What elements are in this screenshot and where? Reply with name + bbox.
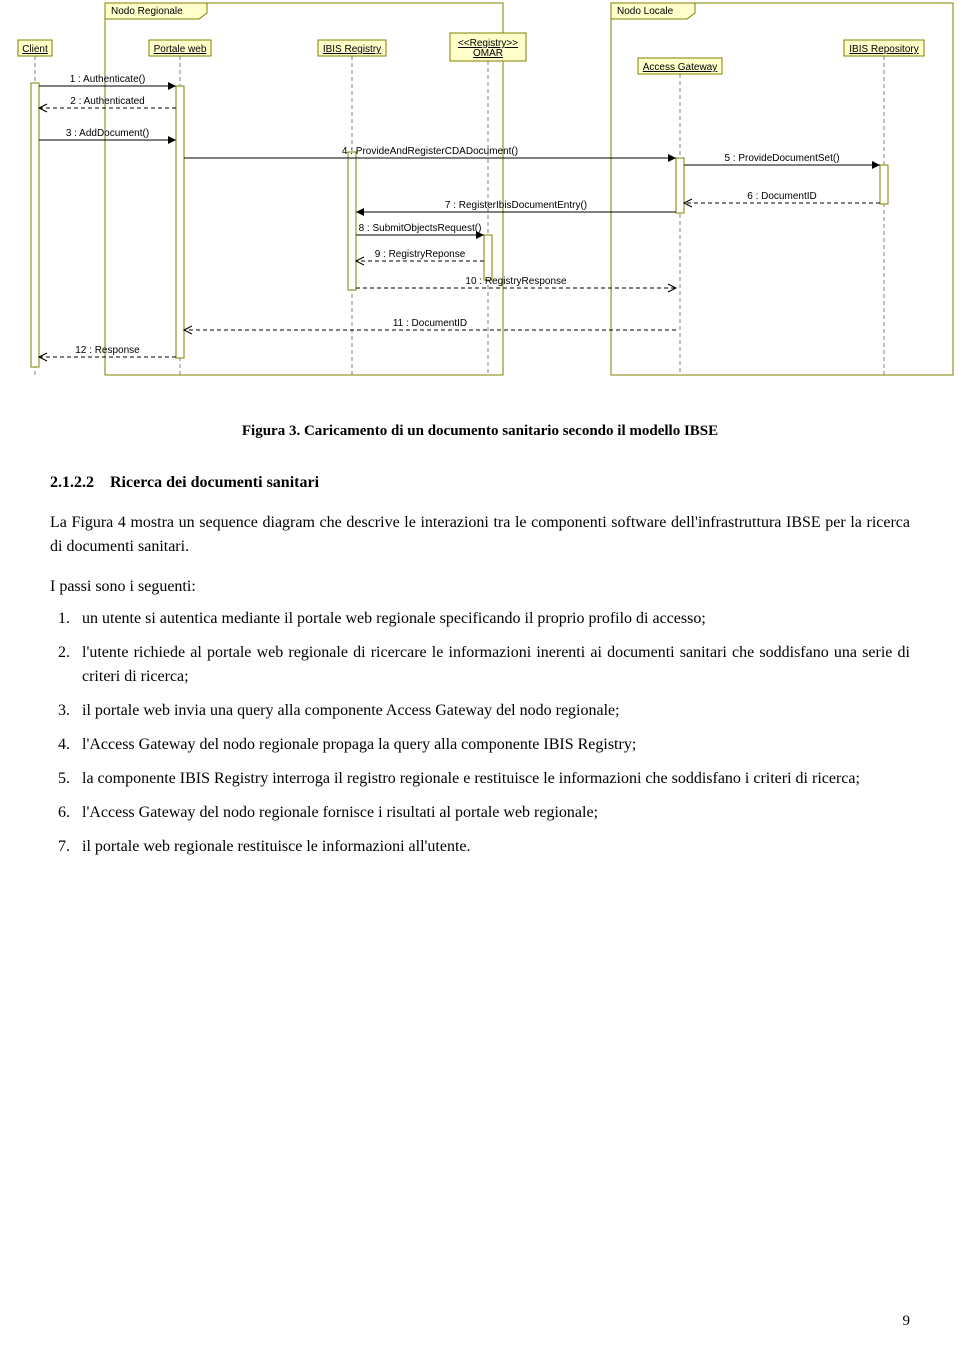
sequence-diagram: Nodo Regionale Nodo Locale Client Portale … [0,0,960,390]
svg-text:2 : Authenticated: 2 : Authenticated [70,96,145,107]
svg-text:Portale web: Portale web [154,44,207,55]
svg-text:8 : SubmitObjectsRequest(): 8 : SubmitObjectsRequest() [359,223,482,234]
list-item: la componente IBIS Registry interroga il… [74,767,910,791]
svg-text:6 : DocumentID: 6 : DocumentID [747,191,816,202]
list-item: il portale web invia una query alla comp… [74,699,910,723]
svg-text:IBIS Repository: IBIS Repository [849,44,918,55]
svg-text:OMAR: OMAR [473,48,503,59]
figure-caption: Figura 3. Caricamento di un documento sa… [50,420,910,443]
section-heading: 2.1.2.2 Ricerca dei documenti sanitari [50,471,910,495]
svg-text:Nodo Regionale: Nodo Regionale [111,6,183,17]
lead-sentence: I passi sono i seguenti: [50,575,910,599]
section-title: Ricerca dei documenti sanitari [110,474,319,491]
svg-text:10 : RegistryResponse: 10 : RegistryResponse [465,276,567,287]
steps-list: un utente si autentica mediante il porta… [74,607,910,859]
svg-text:9 : RegistryReponse: 9 : RegistryReponse [375,249,466,260]
list-item: un utente si autentica mediante il porta… [74,607,910,631]
section-number: 2.1.2.2 [50,474,94,491]
svg-text:12 : Response: 12 : Response [75,345,140,356]
svg-text:5 : ProvideDocumentSet(): 5 : ProvideDocumentSet() [724,153,839,164]
list-item: il portale web regionale restituisce le … [74,835,910,859]
document-page: Nodo Regionale Nodo Locale Client Portale … [0,0,960,1354]
uml-svg: Nodo Regionale Nodo Locale Client Portale … [0,0,960,390]
intro-paragraph: La Figura 4 mostra un sequence diagram c… [50,511,910,559]
list-item: l'utente richiede al portale web regiona… [74,641,910,689]
svg-text:Access Gateway: Access Gateway [643,62,717,73]
svg-text:Nodo Locale: Nodo Locale [617,6,674,17]
svg-text:1 : Authenticate(): 1 : Authenticate() [70,74,146,85]
svg-text:11 : DocumentID: 11 : DocumentID [393,318,467,329]
svg-text:7 : RegisterIbisDocumentEntry(: 7 : RegisterIbisDocumentEntry() [445,200,587,211]
svg-text:Client: Client [22,44,48,55]
list-item: l'Access Gateway del nodo regionale prop… [74,733,910,757]
prose-block: Figura 3. Caricamento di un documento sa… [0,390,960,859]
svg-text:IBIS Registry: IBIS Registry [323,44,381,55]
svg-text:4 : ProvideAndRegisterCDADocum: 4 : ProvideAndRegisterCDADocument() [342,146,518,157]
list-item: l'Access Gateway del nodo regionale forn… [74,801,910,825]
page-number: 9 [903,1313,911,1330]
svg-text:3 : AddDocument(): 3 : AddDocument() [66,128,149,139]
